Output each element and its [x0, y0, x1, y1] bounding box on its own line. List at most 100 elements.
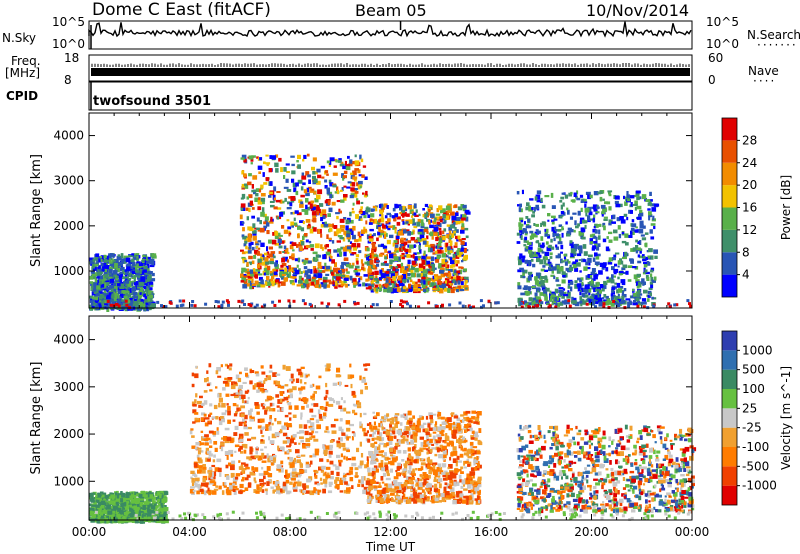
scatter-cell: [632, 266, 637, 269]
scatter-cell: [336, 442, 342, 448]
scatter-cell: [238, 460, 241, 463]
scatter-cell: [436, 221, 440, 225]
scatter-cell: [359, 211, 363, 215]
scatter-cell: [321, 283, 324, 288]
scatter-cell: [268, 370, 273, 373]
scatter-cell: [405, 221, 411, 224]
scatter-cell: [629, 195, 635, 199]
scatter-cell: [608, 231, 613, 235]
scatter-cell: [584, 203, 587, 208]
scatter-cell: [268, 239, 272, 244]
scatter-cell: [607, 190, 613, 193]
scatter-cell: [325, 265, 331, 270]
scatter-cell: [519, 256, 522, 260]
scatter-cell: [313, 178, 318, 183]
scatter-cell: [410, 254, 413, 258]
scatter-cell: [306, 282, 310, 288]
scatter-cell: [637, 289, 641, 294]
scatter-cell: [581, 236, 586, 240]
scatter-cell: [608, 206, 612, 211]
scatter-cell: [549, 256, 553, 259]
scatter-cell: [532, 297, 538, 302]
scatter-cell: [424, 254, 428, 259]
scatter-cell: [364, 261, 368, 265]
scatter-cell: [586, 277, 591, 280]
scatter-cell: [525, 290, 530, 296]
scatter-cell: [325, 244, 329, 248]
scatter-cell: [366, 261, 372, 266]
scatter-cell: [99, 299, 102, 302]
scatter-cell: [616, 289, 619, 294]
scatter-cell: [620, 219, 626, 224]
scatter-cell: [358, 237, 362, 242]
colorbar-swatch: [722, 229, 737, 253]
scatter-cell: [273, 271, 278, 276]
scatter-cell: [275, 279, 280, 283]
scatter-cell: [616, 217, 621, 222]
scatter-cell: [251, 246, 255, 251]
scatter-cell: [95, 253, 100, 257]
scatter-cell: [282, 251, 285, 253]
scatter-cell: [632, 301, 637, 306]
scatter-cell: [343, 257, 349, 261]
scatter-cell: [359, 276, 363, 281]
scatter-cell: [411, 218, 415, 224]
scatter-cell: [256, 227, 261, 230]
scatter-cell: [387, 218, 391, 223]
scatter-cell: [431, 236, 434, 240]
scatter-cell: [287, 201, 292, 205]
scatter-cell: [617, 260, 621, 265]
scatter-cell: [424, 289, 429, 293]
scatter-cell: [349, 363, 352, 368]
scatter-cell: [148, 498, 153, 502]
scatter-cell: [639, 250, 642, 254]
scatter-cell: [315, 254, 320, 258]
scatter-cell: [246, 261, 249, 267]
scatter-cell: [90, 286, 93, 291]
scatter-cell: [534, 292, 538, 297]
scatter-cell: [297, 179, 303, 184]
scatter-cell: [181, 303, 185, 307]
scatter-cell: [520, 229, 524, 235]
scatter-cell: [368, 275, 374, 279]
scatter-cell: [94, 293, 98, 297]
scatter-cell: [416, 273, 422, 278]
scatter-cell: [449, 224, 455, 229]
scatter-cell: [290, 435, 296, 440]
scatter-cell: [555, 279, 560, 282]
scatter-cell: [367, 253, 370, 256]
scatter-cell: [302, 235, 305, 240]
scatter-cell: [157, 493, 160, 499]
scatter-cell: [248, 155, 254, 160]
scatter-cell: [296, 243, 299, 248]
scatter-cell: [148, 297, 153, 303]
scatter-cell: [251, 283, 257, 287]
scatter-cell: [151, 255, 157, 259]
scatter-cell: [91, 504, 96, 507]
scatter-cell: [433, 219, 437, 223]
scatter-cell: [384, 234, 387, 239]
scatter-cell: [278, 245, 283, 249]
scatter-cell: [394, 244, 399, 248]
scatter-cell: [97, 279, 100, 284]
scatter-cell: [597, 243, 601, 247]
scatter-cell: [297, 154, 301, 160]
scatter-cell: [357, 185, 361, 190]
scatter-cell: [248, 261, 252, 264]
scatter-cell: [148, 287, 153, 291]
scatter-cell: [575, 195, 578, 199]
scatter-cell: [136, 282, 141, 287]
scatter-cell: [327, 249, 332, 254]
scatter-cell: [256, 156, 259, 159]
scatter-cell: [645, 199, 651, 202]
scatter-cell: [531, 302, 535, 306]
scatter-cell: [636, 285, 640, 289]
scatter-cell: [436, 223, 441, 226]
scatter-cell: [114, 295, 118, 300]
scatter-cell: [320, 217, 324, 222]
scatter-cell: [390, 273, 395, 278]
scatter-cell: [149, 258, 155, 263]
scatter-cell: [149, 503, 155, 507]
scatter-cell: [638, 293, 643, 296]
scatter-cell: [523, 221, 526, 225]
